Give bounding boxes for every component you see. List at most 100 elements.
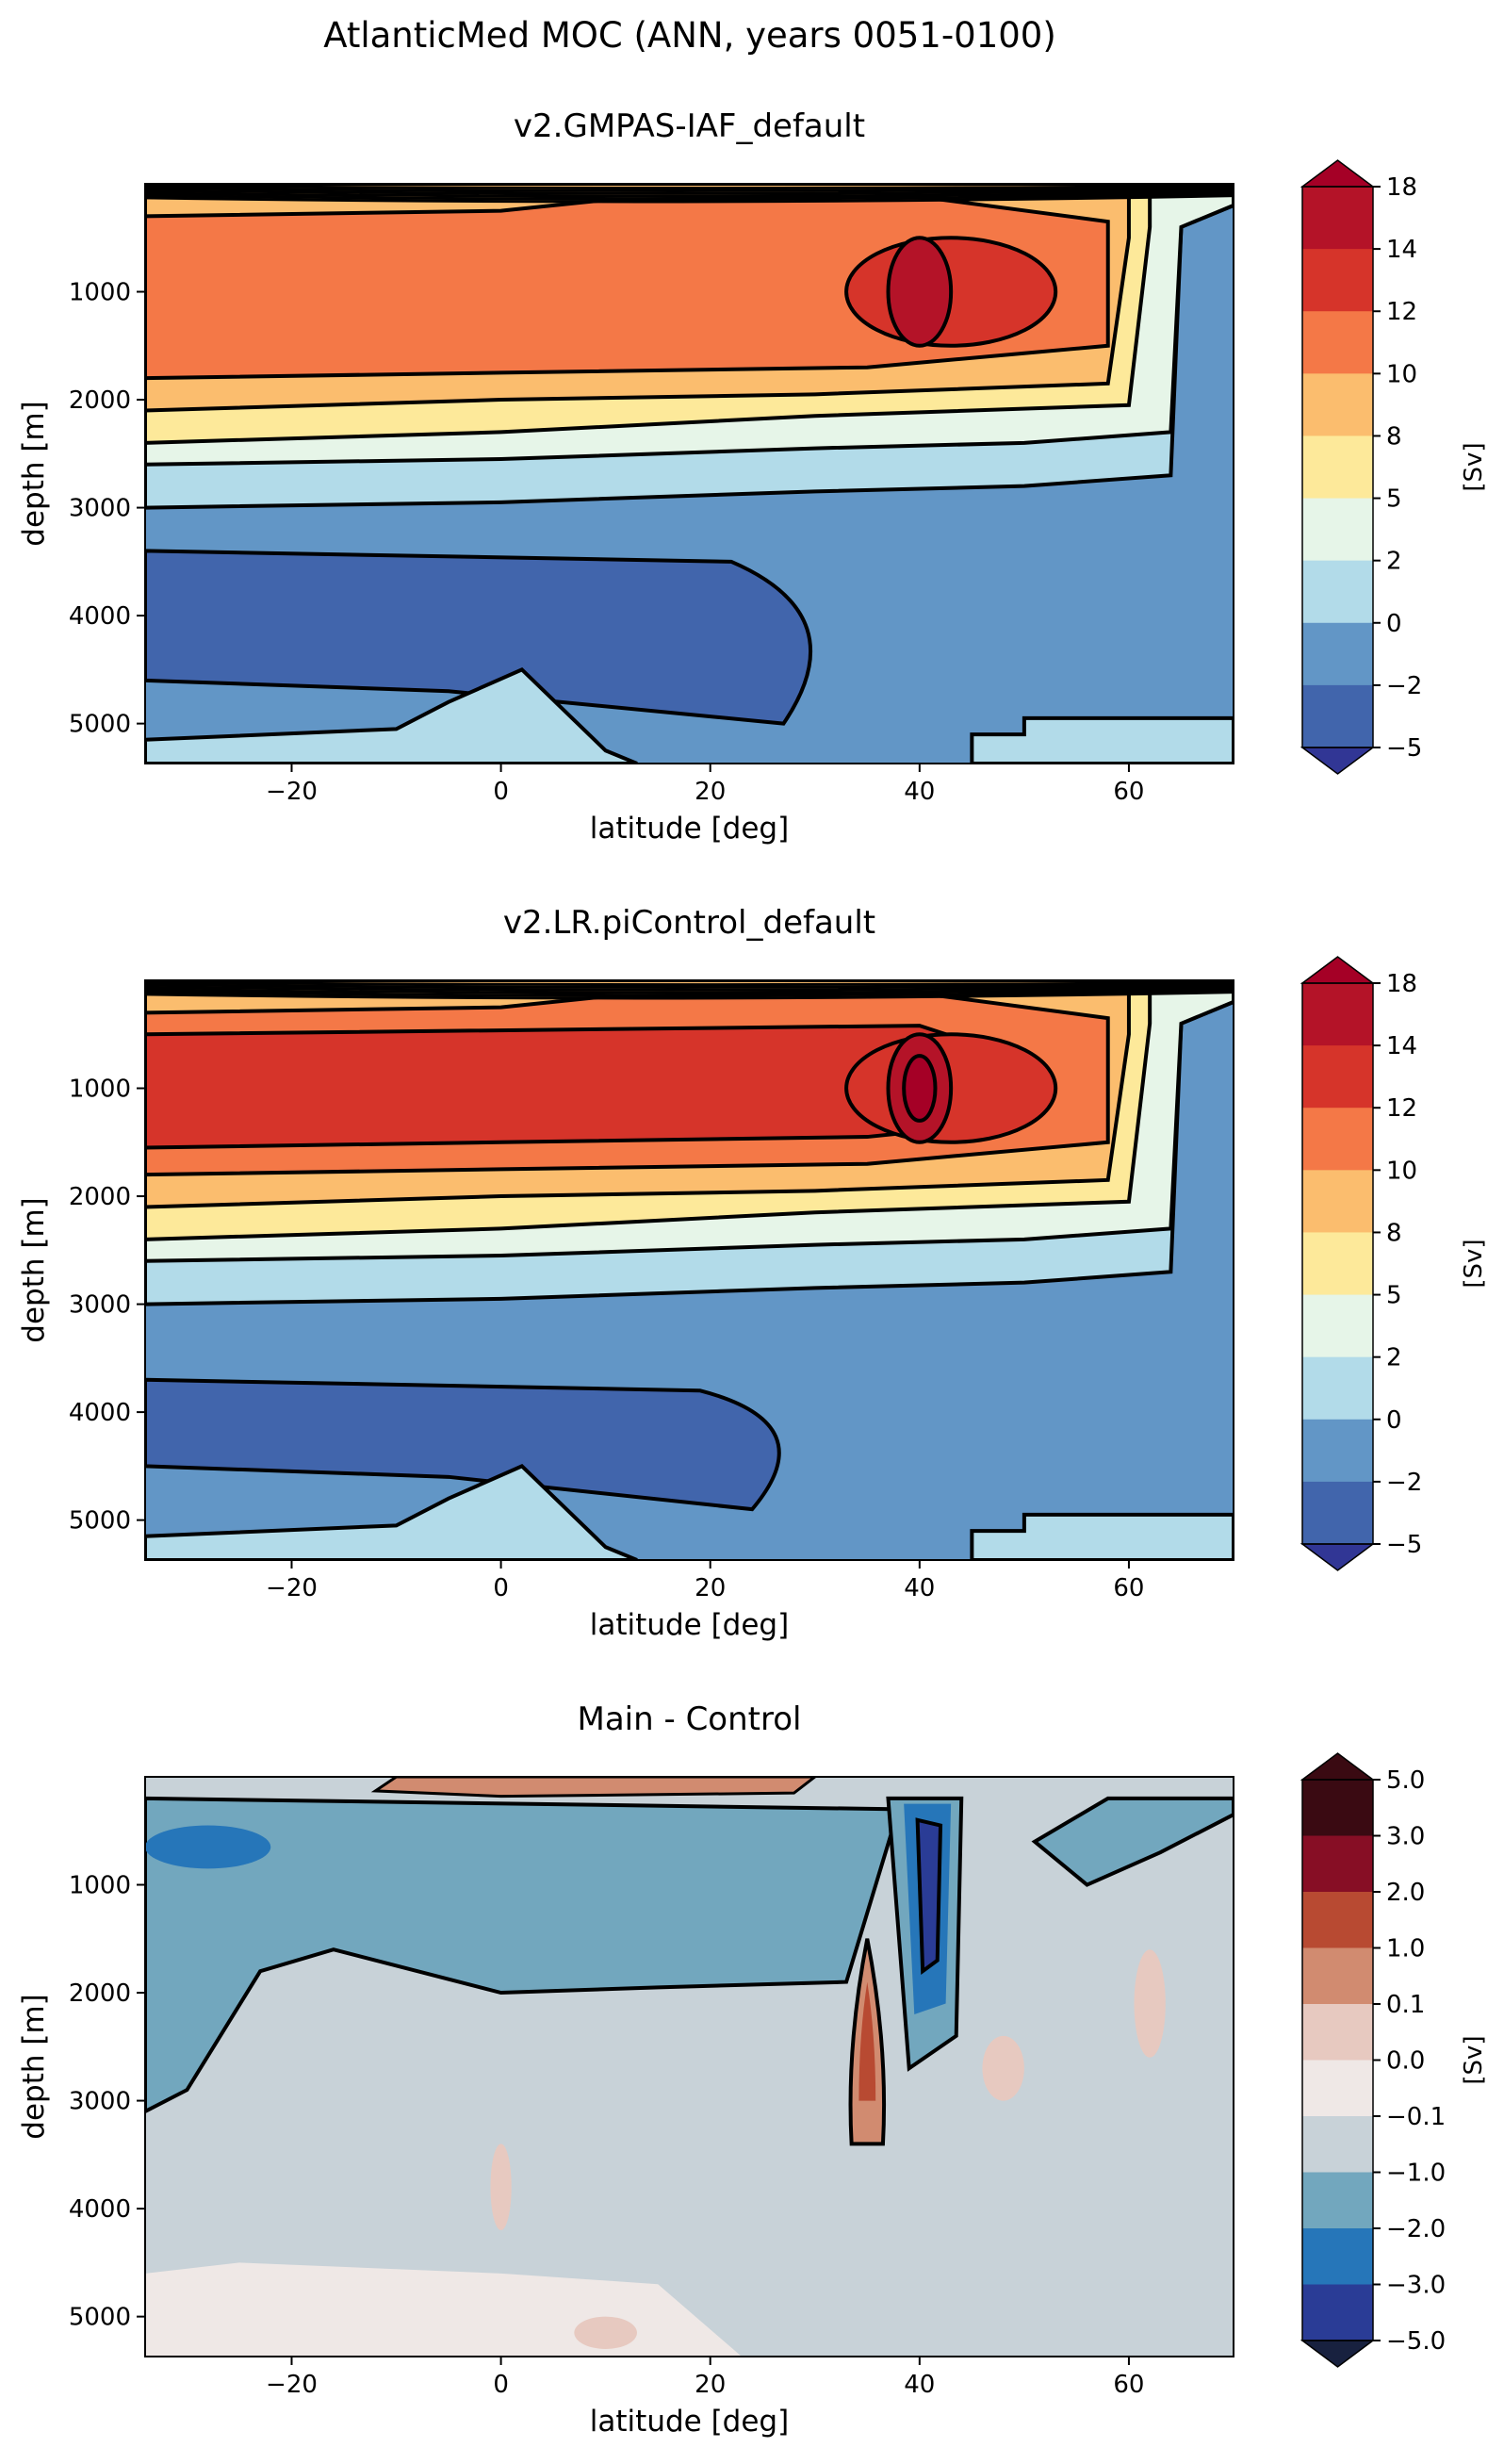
colorbar-swatch xyxy=(1302,1835,1373,1893)
y-tick-label: 5000 xyxy=(69,2304,131,2332)
chart-panel-2: v2.LR.piControl_default−20 0 20 40 601000200… xyxy=(17,904,1488,1642)
plot-frame xyxy=(144,979,1234,1561)
colorbar-tick-label: 14 xyxy=(1386,236,1417,264)
chart-panel-1: v2.GMPAS-IAF_default−20 0 20 40 601000200030… xyxy=(17,107,1488,846)
colorbar-swatch xyxy=(1302,2172,1373,2229)
colorbar-swatch xyxy=(1302,622,1373,686)
colorbar-swatch xyxy=(1302,1780,1373,1836)
colorbar-swatch xyxy=(1302,187,1373,250)
colorbar-swatch xyxy=(1302,1294,1373,1358)
x-tick-label: 60 xyxy=(1113,778,1144,806)
colorbar-tick-label: 8 xyxy=(1386,1219,1402,1247)
colorbar-tick-label: −1.0 xyxy=(1386,2160,1446,2188)
x-axis-label: latitude [deg] xyxy=(590,812,789,846)
y-tick-label: 2000 xyxy=(69,1183,131,1211)
x-tick-label: 20 xyxy=(695,778,726,806)
colorbar-swatch xyxy=(1302,2228,1373,2285)
colorbar-swatch xyxy=(1302,560,1373,624)
colorbar-swatch xyxy=(1302,1108,1373,1171)
colorbar-tick-label: −5 xyxy=(1386,1531,1422,1559)
x-tick-label: 60 xyxy=(1113,2371,1144,2399)
colorbar-extend-max xyxy=(1300,956,1376,984)
y-tick-label: 3000 xyxy=(69,1291,131,1320)
colorbar-swatch xyxy=(1302,1232,1373,1296)
y-axis-label: depth [m] xyxy=(17,1994,51,2139)
colorbar-swatch xyxy=(1302,311,1373,374)
colorbar-tick-label: 18 xyxy=(1386,173,1417,202)
colorbar-swatch xyxy=(1302,1170,1373,1233)
colorbar-extend-max xyxy=(1300,159,1376,188)
colorbar-tick-label: 3.0 xyxy=(1386,1823,1425,1851)
colorbar-swatch xyxy=(1302,373,1373,436)
colorbar: −5.0 −3.0 −2.0 −1.0 −0.1 0.0 0.1 1.0 2.0 3.0 5.0 [S… xyxy=(1300,1752,1488,2368)
colorbar-swatch xyxy=(1302,1045,1373,1109)
colorbar-tick-label: 0 xyxy=(1386,1406,1402,1435)
colorbar-tick-label: 5.0 xyxy=(1386,1766,1425,1795)
colorbar-swatch xyxy=(1302,1892,1373,1948)
colorbar-swatch xyxy=(1302,498,1373,562)
colorbar-tick-label: −2 xyxy=(1386,672,1422,700)
y-tick-label: 1000 xyxy=(69,1872,131,1900)
x-axis-label: latitude [deg] xyxy=(590,1608,789,1642)
colorbar-swatch xyxy=(1302,1356,1373,1421)
colorbar-swatch xyxy=(1302,1947,1373,2005)
x-tick-label: −20 xyxy=(266,1574,318,1602)
contour-field xyxy=(145,184,1234,764)
colorbar-tick-label: 2 xyxy=(1386,1344,1402,1372)
x-tick-label: 20 xyxy=(695,1574,726,1602)
colorbar-tick-label: −2 xyxy=(1386,1469,1422,1497)
colorbar-swatch xyxy=(1302,983,1373,1046)
colorbar-swatch xyxy=(1302,1481,1373,1545)
colorbar-tick-label: 0.0 xyxy=(1386,2047,1425,2076)
panel-title: v2.LR.piControl_default xyxy=(503,904,875,942)
y-axis-label: depth [m] xyxy=(17,401,51,546)
colorbar-swatch xyxy=(1302,684,1373,748)
colorbar-tick-label: −5.0 xyxy=(1386,2327,1446,2356)
contour-field xyxy=(145,980,1234,1560)
colorbar-tick-label: −3.0 xyxy=(1386,2272,1446,2300)
colorbar-tick-label: 18 xyxy=(1386,970,1417,998)
colorbar-extend-min xyxy=(1300,1543,1376,1571)
colorbar-tick-label: −2.0 xyxy=(1386,2215,1446,2243)
plot-frame xyxy=(144,183,1234,764)
colorbar-tick-label: 0 xyxy=(1386,610,1402,638)
panel-title: Main - Control xyxy=(578,1700,802,1738)
y-tick-label: 1000 xyxy=(69,1076,131,1104)
x-tick-label: 40 xyxy=(904,778,935,806)
y-tick-label: 4000 xyxy=(69,1399,131,1427)
chart-panel-3: Main - Control −20 0 20 40 60 1000 2000 3000 4000… xyxy=(17,1700,1488,2439)
colorbar: −5 −2 0 2 5 8 10 12 14 18 [Sv] xyxy=(1300,956,1488,1571)
colorbar-extend-min xyxy=(1300,2340,1376,2368)
colorbar-tick-label: 12 xyxy=(1386,1094,1417,1123)
x-tick-label: 60 xyxy=(1113,1574,1144,1602)
x-tick-label: 40 xyxy=(904,1574,935,1602)
colorbar-tick-label: 5 xyxy=(1386,1282,1402,1310)
colorbar-tick-label: 0.1 xyxy=(1386,1991,1425,2019)
y-tick-label: 2000 xyxy=(69,1979,131,2008)
colorbar-tick-label: 5 xyxy=(1386,485,1402,514)
colorbar-tick-label: −5 xyxy=(1386,734,1422,763)
plot-frame xyxy=(144,1776,1234,2357)
colorbar-swatch xyxy=(1302,2004,1373,2061)
y-tick-label: 4000 xyxy=(69,602,131,631)
x-tick-label: 40 xyxy=(904,2371,935,2399)
colorbar-swatch xyxy=(1302,2060,1373,2117)
colorbar-label: [Sv] xyxy=(1460,1239,1488,1288)
colorbar-tick-label: 10 xyxy=(1386,1157,1417,1185)
colorbar: −5 −2 0 2 5 8 10 12 14 18 [Sv] xyxy=(1300,159,1488,775)
colorbar-swatch xyxy=(1302,1419,1373,1483)
x-tick-label: 0 xyxy=(493,1574,509,1602)
colorbar-tick-label: 12 xyxy=(1386,298,1417,326)
y-tick-label: 1000 xyxy=(69,279,131,307)
y-tick-label: 3000 xyxy=(69,495,131,523)
y-tick-label: 3000 xyxy=(69,2088,131,2116)
colorbar-label: [Sv] xyxy=(1460,2035,1488,2084)
colorbar-tick-label: −0.1 xyxy=(1386,2103,1446,2131)
colorbar-swatch xyxy=(1302,2284,1373,2341)
colorbar-swatch xyxy=(1302,2116,1373,2173)
colorbar-tick-label: 14 xyxy=(1386,1032,1417,1060)
contour-field xyxy=(145,1777,1234,2357)
figure-title: AtlanticMed MOC (ANN, years 0051-0100) xyxy=(323,15,1056,56)
y-tick-label: 2000 xyxy=(69,386,131,415)
